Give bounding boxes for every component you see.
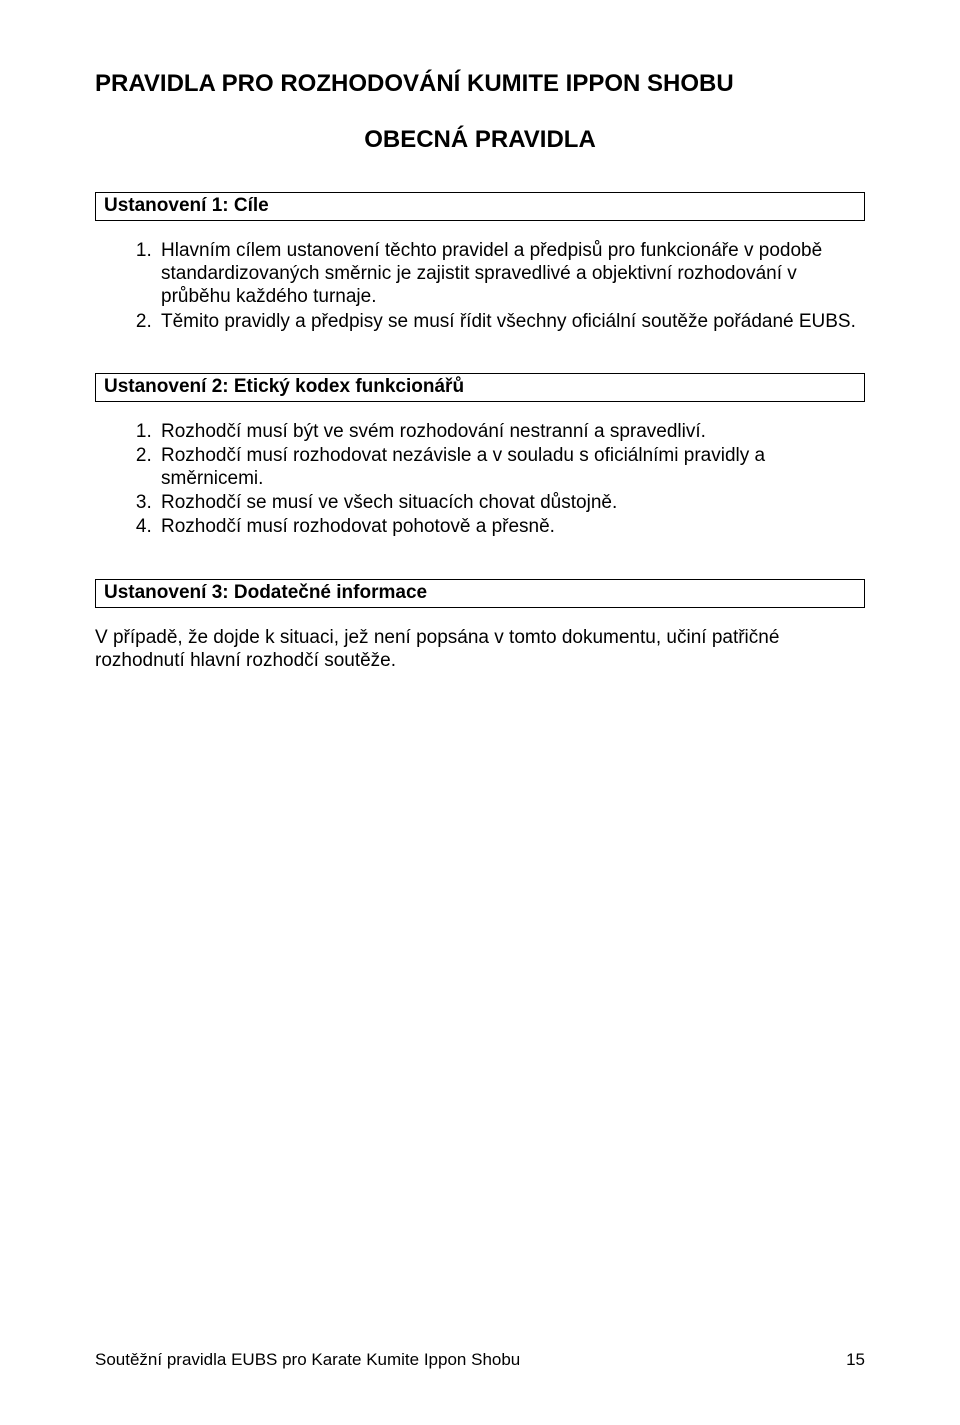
section-heading-2: Ustanovení 2: Etický kodex funkcionářů <box>104 376 464 397</box>
footer: Soutěžní pravidla EUBS pro Karate Kumite… <box>95 1350 865 1370</box>
page: PRAVIDLA PRO ROZHODOVÁNÍ KUMITE IPPON SH… <box>0 0 960 1425</box>
section-heading-box-2: Ustanovení 2: Etický kodex funkcionářů <box>95 373 865 402</box>
list-item: Rozhodčí musí rozhodovat nezávisle a v s… <box>157 444 865 490</box>
list-item: Hlavním cílem ustanovení těchto pravidel… <box>157 239 865 309</box>
footer-left: Soutěžní pravidla EUBS pro Karate Kumite… <box>95 1350 520 1370</box>
list-item: Rozhodčí se musí ve všech situacích chov… <box>157 491 865 514</box>
main-title: PRAVIDLA PRO ROZHODOVÁNÍ KUMITE IPPON SH… <box>95 70 865 98</box>
section-heading-1: Ustanovení 1: Cíle <box>104 195 269 216</box>
section-list-2: Rozhodčí musí být ve svém rozhodování ne… <box>95 420 865 539</box>
section-heading-box-3: Ustanovení 3: Dodatečné informace <box>95 579 865 608</box>
section-list-1: Hlavním cílem ustanovení těchto pravidel… <box>95 239 865 333</box>
section-heading-box-1: Ustanovení 1: Cíle <box>95 192 865 221</box>
list-item: Těmito pravidly a předpisy se musí řídit… <box>157 310 865 333</box>
footer-page-number: 15 <box>846 1350 865 1370</box>
list-item: Rozhodčí musí být ve svém rozhodování ne… <box>157 420 865 443</box>
section-paragraph-3: V případě, že dojde k situaci, jež není … <box>95 626 865 672</box>
list-item: Rozhodčí musí rozhodovat pohotově a přes… <box>157 515 865 538</box>
section-heading-3: Ustanovení 3: Dodatečné informace <box>104 582 427 603</box>
subtitle: OBECNÁ PRAVIDLA <box>95 126 865 154</box>
